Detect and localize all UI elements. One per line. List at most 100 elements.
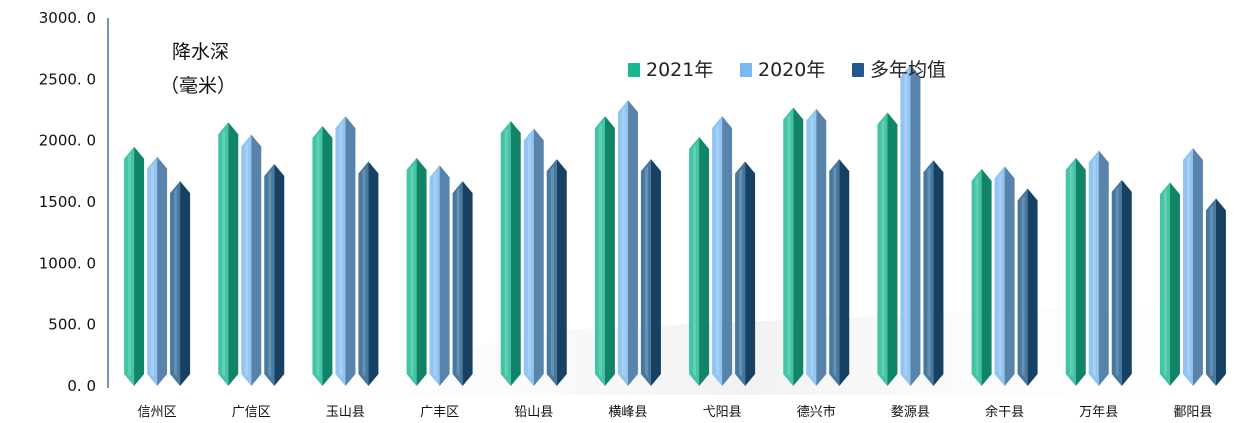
bar-highlight <box>787 114 791 378</box>
bar <box>689 136 710 386</box>
bar-right-face <box>416 157 427 386</box>
bar <box>1088 150 1109 386</box>
bar <box>1111 179 1132 386</box>
bar <box>546 159 567 386</box>
bar-highlight <box>316 132 320 377</box>
bar <box>712 116 733 386</box>
x-tick-label: 铅山县 <box>514 405 553 420</box>
x-tick-label: 万年县 <box>1079 405 1118 420</box>
bar-highlight <box>644 166 648 377</box>
bar-right-face <box>910 64 921 386</box>
bar-highlight <box>410 164 414 377</box>
x-tick-label: 婺源县 <box>891 404 930 420</box>
bar-right-face <box>1192 148 1203 386</box>
x-tick-label: 信州区 <box>138 405 177 420</box>
bar-highlight <box>151 163 155 377</box>
floor-shadow <box>230 300 1240 395</box>
bar-right-face <box>180 181 191 386</box>
bar-highlight <box>693 143 697 377</box>
bar-highlight <box>550 166 554 377</box>
bar-highlight <box>1186 155 1190 377</box>
bar-right-face <box>157 156 168 386</box>
bar-right-face <box>368 161 379 386</box>
x-tick-label: 玉山县 <box>326 405 365 420</box>
bar-right-face <box>533 128 544 386</box>
bar <box>500 121 521 386</box>
bar <box>429 165 450 386</box>
bar-highlight <box>527 135 531 377</box>
legend-swatch <box>852 63 864 77</box>
x-tick-labels: 信州区 广信区 玉山县 广丰区 铅山县 横峰县 弋阳县 德兴市 婺源县 余干县 万年县 鄱阳县 <box>138 404 1213 420</box>
legend: 2021年 2020年 多年均值 <box>628 59 946 81</box>
bar <box>264 163 285 386</box>
bar <box>312 125 333 387</box>
bar-highlight <box>621 107 625 377</box>
x-tick-label: 弋阳县 <box>703 405 742 420</box>
bar-highlight <box>222 129 226 377</box>
bar <box>523 128 544 386</box>
bar-right-face <box>439 165 450 386</box>
bar-highlight <box>810 115 814 378</box>
bar <box>147 156 168 386</box>
bar <box>617 100 638 386</box>
bar <box>829 159 850 386</box>
bar <box>806 108 827 387</box>
x-tick-label: 横峰县 <box>608 405 647 420</box>
y-tick-label: 3000. 0 <box>39 9 96 27</box>
y-tick-label: 1000. 0 <box>39 254 96 272</box>
legend-label: 2021年 <box>646 59 713 81</box>
bar-highlight <box>433 172 437 377</box>
bar-highlight <box>456 188 460 377</box>
bar-right-face <box>228 122 239 387</box>
bar-right-face <box>274 163 285 386</box>
bar-right-face <box>1098 150 1109 386</box>
bar <box>218 122 239 387</box>
bar <box>594 116 615 386</box>
bar-right-face <box>1027 188 1038 386</box>
bar-right-face <box>510 121 521 386</box>
legend-swatch <box>740 63 752 77</box>
bar <box>783 107 804 387</box>
bar <box>735 161 756 386</box>
bar-right-face <box>627 100 638 386</box>
bar-right-face <box>1004 166 1015 386</box>
bar <box>335 116 356 386</box>
y-tick-label: 2500. 0 <box>39 70 96 88</box>
bar <box>241 134 262 386</box>
bar-highlight <box>1092 157 1096 377</box>
bar <box>640 159 661 386</box>
bar-highlight <box>998 173 1002 377</box>
x-tick-label: 广丰区 <box>420 405 459 420</box>
legend-label: 多年均值 <box>870 59 946 81</box>
bar <box>900 64 921 386</box>
bar-right-face <box>322 125 333 387</box>
x-tick-label: 德兴市 <box>797 404 836 420</box>
bar-highlight <box>833 166 837 377</box>
bar <box>1205 198 1226 386</box>
bar-right-face <box>134 146 145 386</box>
legend-label: 2020年 <box>758 59 825 81</box>
bar <box>994 166 1015 386</box>
bar <box>971 168 992 386</box>
bar-right-face <box>1215 198 1226 386</box>
bar-highlight <box>504 128 508 377</box>
bar-highlight <box>598 123 602 377</box>
bar-highlight <box>927 167 931 377</box>
bar <box>1159 182 1180 386</box>
bar-highlight <box>339 123 343 377</box>
bar-right-face <box>345 116 356 386</box>
bar-right-face <box>981 168 992 386</box>
bar-right-face <box>604 116 615 386</box>
bar-highlight <box>1163 189 1167 377</box>
x-tick-label: 鄱阳县 <box>1173 405 1212 420</box>
bar <box>923 160 944 386</box>
bar <box>1065 157 1086 386</box>
bar-right-face <box>793 107 804 387</box>
bar-highlight <box>739 168 743 377</box>
bar-highlight <box>1115 186 1119 377</box>
bar-right-face <box>816 108 827 387</box>
legend-swatch <box>628 63 640 77</box>
bar <box>124 146 145 386</box>
bar-right-face <box>933 160 944 386</box>
